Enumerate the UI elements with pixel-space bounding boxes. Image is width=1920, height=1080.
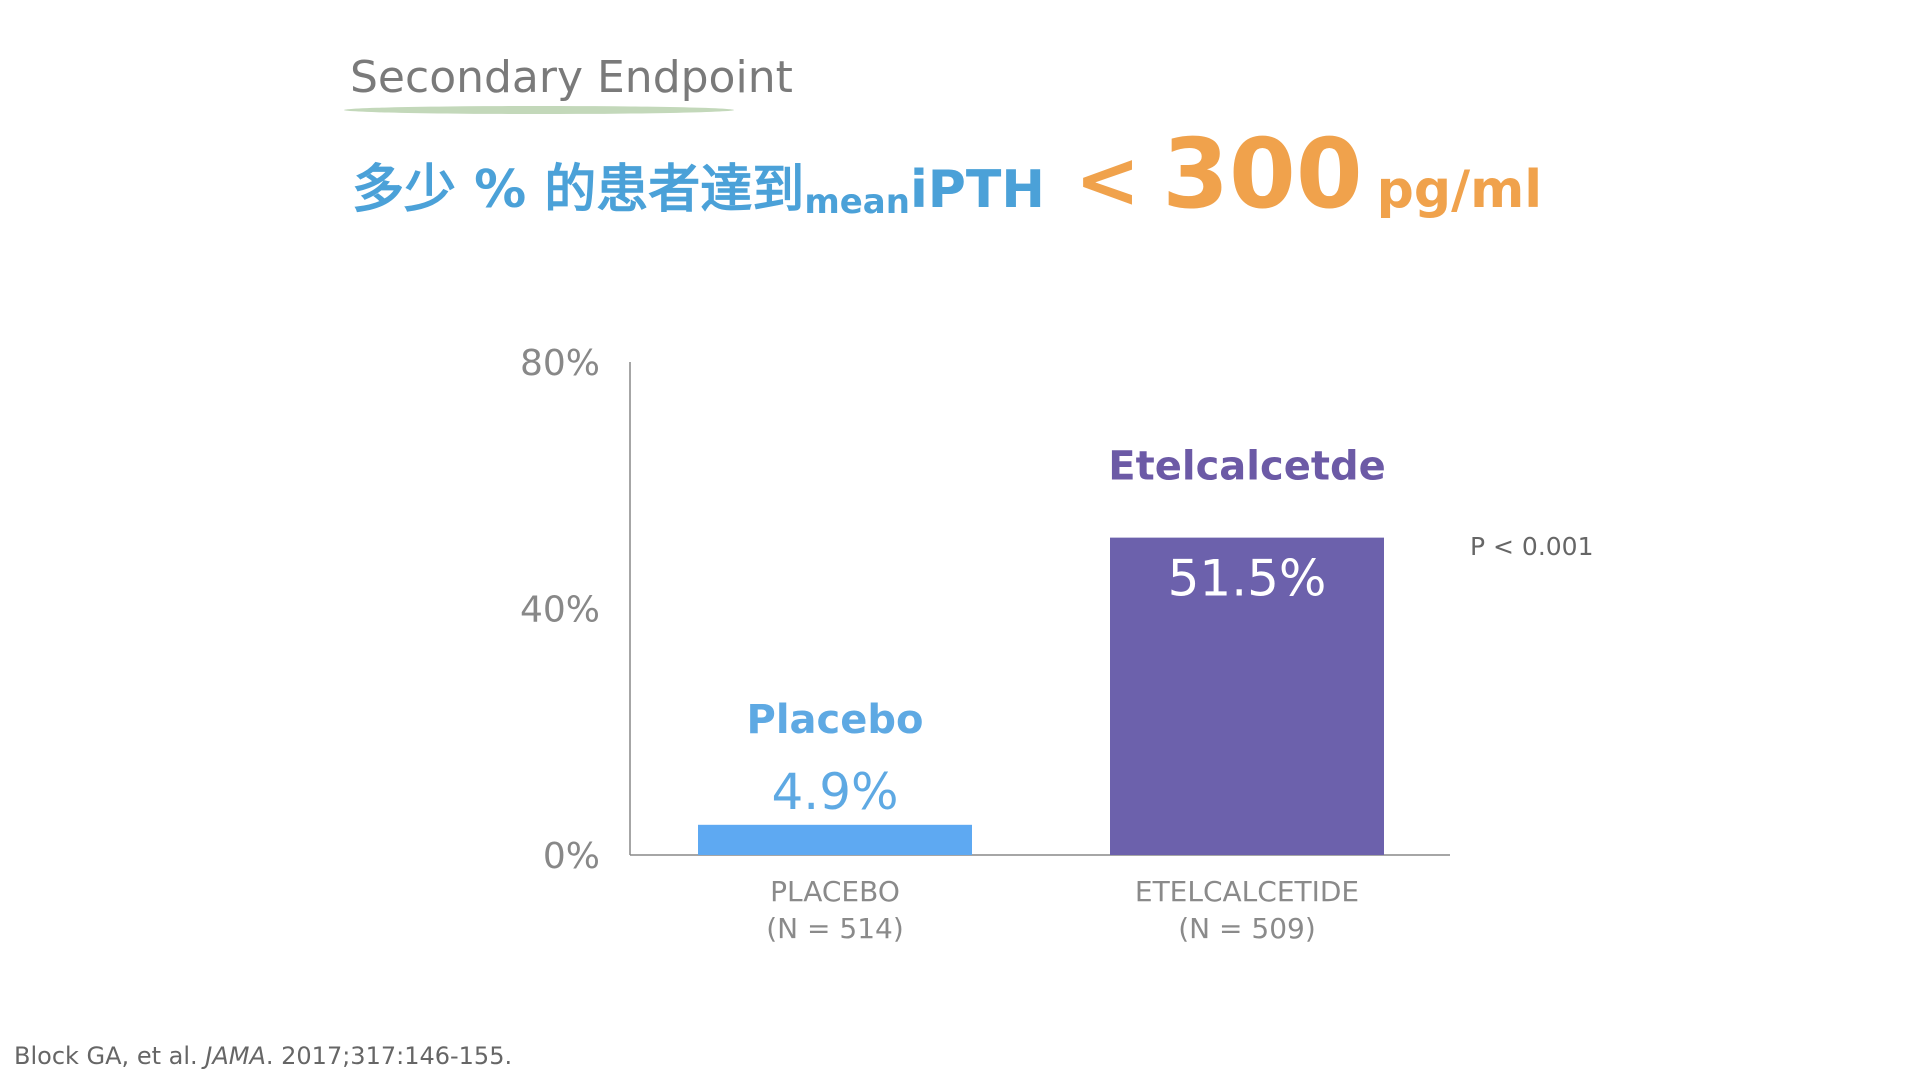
section-label: Secondary Endpoint: [350, 52, 793, 103]
citation-journal: JAMA: [205, 1042, 266, 1070]
headline: 多少 % 的患者達到 meaniPTH <300 pg/ml: [352, 118, 1543, 230]
citation: Block GA, et al. JAMA. 2017;317:146-155.: [14, 1042, 512, 1070]
headline-metric: iPTH: [909, 160, 1045, 220]
section-underline: [344, 106, 734, 114]
bar-chart: 0% 40% 80% Placebo 4.9% PLACEBO (N = 514) Etelc…: [520, 343, 1594, 945]
headline-subscript: mean: [804, 182, 910, 222]
x-category-label: ETELCALCETIDE: [1135, 875, 1359, 908]
headline-text: 多少 % 的患者達到: [352, 160, 805, 220]
citation-authors: Block GA, et al.: [14, 1042, 206, 1070]
citation-details: . 2017;317:146-155.: [265, 1042, 513, 1070]
bar-etelcalcetide: [1110, 537, 1384, 855]
x-category-sublabel: (N = 514): [766, 912, 904, 945]
x-category-sublabel: (N = 509): [1178, 912, 1316, 945]
bar-name-label: Placebo: [747, 697, 924, 743]
bar-placebo: [698, 824, 972, 855]
bar-value-label: 4.9%: [771, 763, 898, 821]
y-tick-label: 0%: [543, 836, 600, 877]
bar-value-label: 51.5%: [1168, 550, 1327, 608]
bar-name-label: Etelcalcetde: [1108, 444, 1385, 490]
y-tick-label: 40%: [520, 590, 600, 631]
headline-threshold: 300: [1162, 118, 1363, 230]
p-value-annotation: P < 0.001: [1470, 532, 1594, 561]
y-tick-label: 80%: [520, 343, 600, 384]
headline-unit: pg/ml: [1376, 160, 1543, 220]
headline-comparator: <: [1074, 136, 1141, 226]
x-category-label: PLACEBO: [770, 875, 900, 908]
